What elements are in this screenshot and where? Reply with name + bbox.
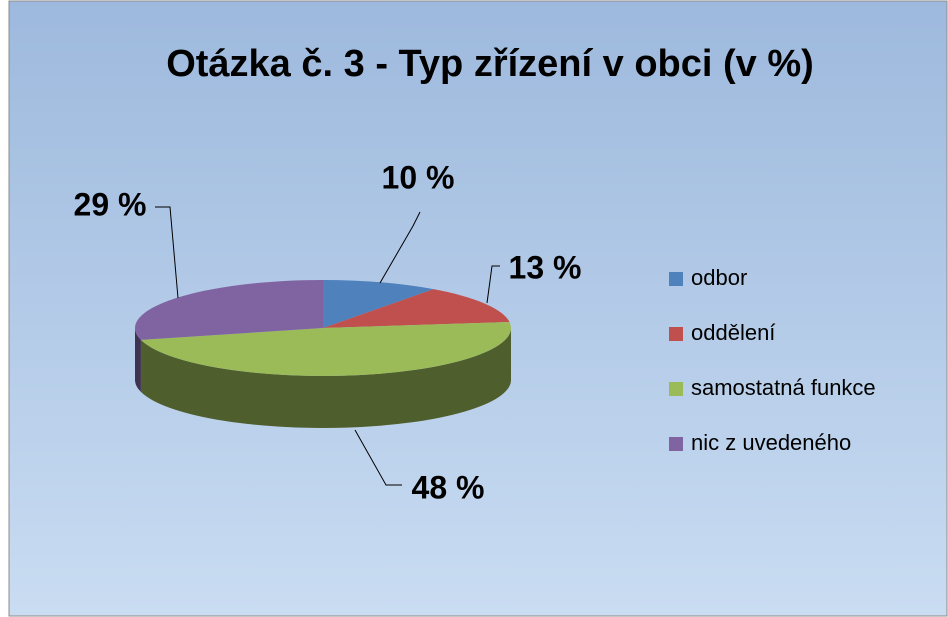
legend-label: oddělení: [691, 320, 775, 345]
pie-slice-side: [140, 328, 511, 428]
pie-slice: [323, 280, 434, 328]
data-label: 13 %: [509, 249, 582, 285]
legend-swatch: [669, 382, 683, 396]
legend-swatch: [669, 272, 683, 286]
pie-slice: [140, 321, 512, 377]
data-label: 10 %: [382, 159, 455, 195]
leader-line: [486, 265, 500, 304]
leader-line: [354, 429, 402, 486]
legend-label: samostatná funkce: [691, 375, 876, 400]
pie-slice-side: [135, 328, 141, 392]
data-label: 29 %: [74, 186, 147, 222]
pie-slice: [323, 289, 510, 328]
legend-swatch: [669, 437, 683, 451]
legend-label: odbor: [691, 265, 747, 290]
chart-title: Otázka č. 3 - Typ zřízení v obci (v %): [166, 43, 814, 85]
data-label: 48 %: [412, 469, 485, 505]
legend-label: nic z uvedeného: [691, 430, 851, 455]
legend-swatch: [669, 327, 683, 341]
leader-line: [155, 206, 179, 299]
leader-line: [379, 211, 421, 284]
pie-slice: [135, 280, 323, 340]
